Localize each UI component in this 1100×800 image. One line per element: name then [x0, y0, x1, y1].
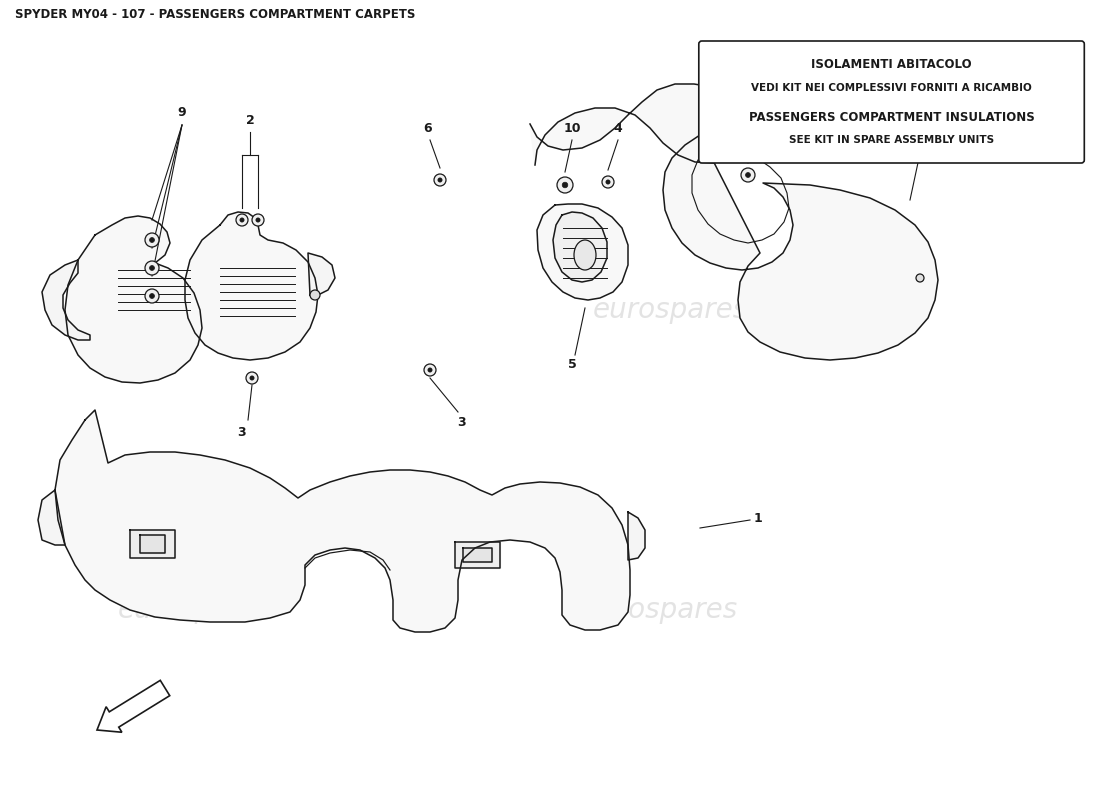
Text: PASSENGERS COMPARTMENT INSULATIONS: PASSENGERS COMPARTMENT INSULATIONS [749, 110, 1034, 123]
Polygon shape [39, 490, 65, 545]
Text: 2: 2 [245, 114, 254, 126]
Text: 7: 7 [925, 111, 934, 125]
Circle shape [145, 289, 160, 303]
Text: 3: 3 [458, 415, 466, 429]
Text: ISOLAMENTI ABITACOLO: ISOLAMENTI ABITACOLO [811, 58, 972, 71]
Circle shape [256, 218, 260, 222]
Circle shape [438, 178, 442, 182]
Circle shape [145, 233, 160, 247]
FancyArrow shape [97, 680, 169, 732]
Polygon shape [463, 548, 492, 562]
Text: eurospares: eurospares [118, 596, 273, 624]
Circle shape [916, 274, 924, 282]
Polygon shape [530, 84, 744, 165]
Polygon shape [553, 212, 607, 282]
Text: 4: 4 [614, 122, 623, 134]
Circle shape [240, 218, 244, 222]
Circle shape [145, 261, 160, 275]
Circle shape [434, 174, 446, 186]
Text: SEE KIT IN SPARE ASSEMBLY UNITS: SEE KIT IN SPARE ASSEMBLY UNITS [789, 135, 994, 146]
Circle shape [310, 290, 320, 300]
Polygon shape [130, 530, 175, 558]
Text: 1: 1 [754, 511, 762, 525]
Circle shape [150, 294, 154, 298]
Polygon shape [537, 204, 628, 300]
Circle shape [602, 176, 614, 188]
Polygon shape [628, 512, 645, 560]
Text: eurospares: eurospares [582, 596, 738, 624]
Polygon shape [55, 410, 630, 632]
Circle shape [246, 372, 258, 384]
Circle shape [746, 173, 750, 178]
Text: 9: 9 [178, 106, 186, 118]
Circle shape [150, 266, 154, 270]
Polygon shape [185, 212, 318, 360]
Circle shape [252, 214, 264, 226]
Polygon shape [140, 535, 165, 553]
Text: 8: 8 [773, 114, 782, 126]
Text: SPYDER MY04 - 107 - PASSENGERS COMPARTMENT CARPETS: SPYDER MY04 - 107 - PASSENGERS COMPARTME… [15, 8, 416, 21]
Circle shape [606, 180, 610, 184]
Ellipse shape [574, 240, 596, 270]
Text: eurospares: eurospares [593, 296, 748, 324]
Circle shape [428, 368, 432, 372]
Polygon shape [42, 260, 90, 340]
Circle shape [557, 177, 573, 193]
Polygon shape [455, 542, 500, 568]
Circle shape [150, 238, 154, 242]
Circle shape [424, 364, 436, 376]
Polygon shape [663, 135, 938, 360]
Circle shape [250, 376, 254, 380]
FancyBboxPatch shape [698, 41, 1085, 163]
Text: VEDI KIT NEI COMPLESSIVI FORNITI A RICAMBIO: VEDI KIT NEI COMPLESSIVI FORNITI A RICAM… [751, 83, 1032, 93]
Text: 3: 3 [238, 426, 246, 438]
Circle shape [236, 214, 248, 226]
Circle shape [741, 168, 755, 182]
Text: 10: 10 [563, 122, 581, 134]
Circle shape [562, 182, 568, 188]
Polygon shape [65, 216, 202, 383]
Text: 6: 6 [424, 122, 432, 134]
Text: eurospares: eurospares [118, 296, 273, 324]
Text: 5: 5 [568, 358, 576, 371]
Polygon shape [308, 253, 336, 295]
